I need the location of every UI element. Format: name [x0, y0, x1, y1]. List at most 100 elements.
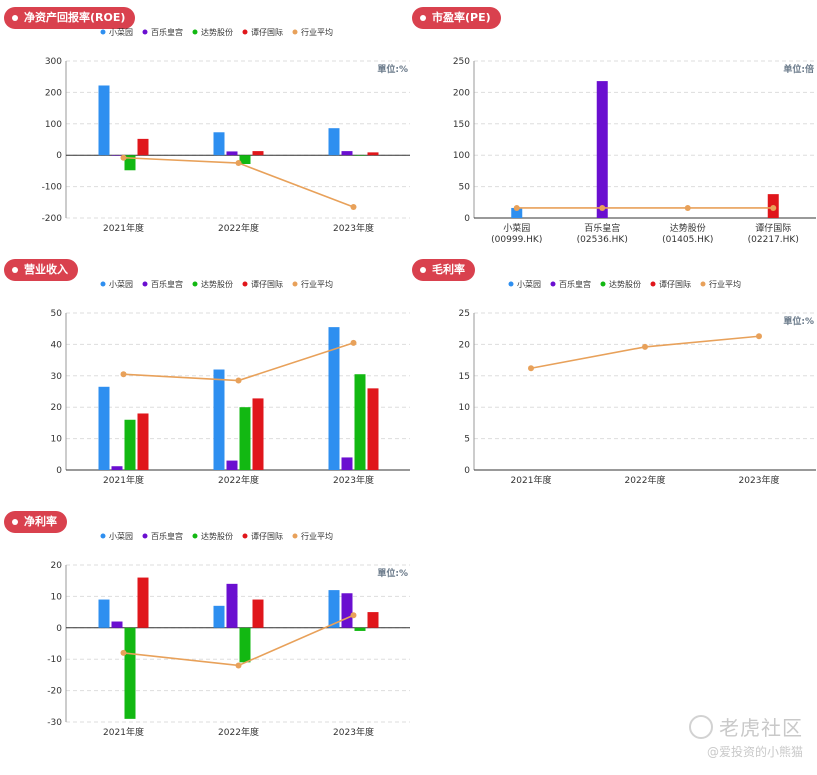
- legend-marker: [192, 533, 198, 539]
- netmargin-title-pill: 净利率: [4, 511, 67, 533]
- legend-label: 百乐皇宫: [151, 279, 183, 289]
- y-tick-label: 0: [464, 466, 470, 476]
- watermark: 老虎社区 @爱投资的小熊猫: [689, 712, 803, 760]
- bar: [341, 151, 353, 156]
- x-tick-label: 谭仔国际: [755, 222, 791, 234]
- legend-marker: [508, 281, 514, 287]
- netmargin-panel: 净利率 20 10 0 -10 -20 -30 單位:% 小菜园 百乐皇宫 达势股份 谭仔国际 行业平…: [0, 504, 410, 775]
- y-tick-label: -30: [47, 718, 62, 728]
- unit-label: 單位:%: [377, 63, 408, 75]
- bar: [98, 85, 110, 156]
- average-point: [235, 377, 242, 384]
- bar: [124, 627, 136, 719]
- netmargin-chart: 20 10 0 -10 -20 -30 單位:% 小菜园 百乐皇宫 达势股份 谭仔国际 行业平均 202…: [47, 531, 410, 738]
- bar: [213, 605, 225, 628]
- y-tick-label: 10: [459, 403, 471, 413]
- x-tick-label: 2021年度: [103, 726, 144, 738]
- pe-title: 市盈率(PE): [432, 11, 491, 24]
- y-tick-label: 50: [51, 309, 63, 319]
- bar: [354, 627, 366, 631]
- bar: [239, 407, 251, 470]
- y-tick-label: 0: [464, 214, 470, 224]
- legend-label: 百乐皇宫: [559, 279, 591, 289]
- roe-title-pill: 净资产回报率(ROE): [4, 7, 136, 29]
- bar: [252, 599, 264, 628]
- legend-label: 达势股份: [609, 279, 641, 289]
- legend-label: 百乐皇宫: [151, 27, 183, 37]
- bar: [111, 466, 123, 470]
- legend-marker: [192, 29, 198, 35]
- bar: [367, 612, 379, 628]
- y-tick-label: 20: [459, 340, 471, 350]
- x-tick-label: (02217.HK): [748, 235, 799, 245]
- average-point: [770, 204, 777, 211]
- bar: [354, 155, 366, 156]
- y-tick-label: 200: [45, 88, 62, 98]
- bar: [511, 207, 523, 218]
- x-tick-label: (01405.HK): [662, 235, 713, 245]
- bar: [341, 457, 353, 470]
- revenue-panel: 营业收入 50 40 30 20 10 0 小菜园 百乐皇宫 达势股份 谭仔国际 行业平均 2021年…: [0, 252, 410, 504]
- legend-label: 谭仔国际: [659, 279, 691, 289]
- bar: [98, 599, 110, 628]
- bullet-icon: [420, 15, 426, 21]
- average-point: [684, 204, 691, 211]
- legend-marker: [550, 281, 556, 287]
- pe-title-pill: 市盈率(PE): [412, 7, 501, 29]
- unit-label: 單位:%: [783, 315, 814, 327]
- netmargin-title: 净利率: [24, 515, 57, 528]
- bar: [596, 81, 608, 218]
- legend-label: 达势股份: [201, 27, 233, 37]
- bar: [98, 386, 110, 470]
- legend-label: 谭仔国际: [251, 531, 283, 541]
- y-tick-label: 40: [51, 340, 63, 350]
- average-point: [350, 612, 357, 619]
- average-point: [756, 333, 762, 340]
- bar: [226, 583, 238, 628]
- pe-panel: 市盈率(PE) 250 200 150 100 50 0 单位:倍 小菜园 (00999.HK)…: [408, 0, 817, 250]
- x-tick-label: 2021年度: [511, 474, 552, 486]
- bar: [137, 138, 149, 156]
- legend-label: 行业平均: [301, 27, 333, 37]
- y-tick-label: 15: [459, 372, 470, 382]
- roe-title: 净资产回报率(ROE): [24, 11, 126, 24]
- y-tick-label: 20: [51, 561, 63, 571]
- legend-marker: [100, 281, 106, 287]
- bar: [226, 151, 238, 156]
- bar: [226, 460, 238, 470]
- y-tick-label: 100: [45, 120, 62, 130]
- bar: [124, 155, 136, 171]
- average-line: [123, 342, 354, 382]
- average-point: [513, 204, 520, 211]
- x-tick-label: (02536.HK): [577, 235, 628, 245]
- bar: [137, 413, 149, 470]
- bar: [111, 155, 123, 156]
- bar: [341, 593, 353, 628]
- x-tick-label: 达势股份: [670, 222, 706, 234]
- y-tick-label: 25: [459, 309, 470, 319]
- bar: [213, 132, 225, 156]
- y-tick-label: 100: [453, 151, 470, 161]
- gross-title: 毛利率: [432, 263, 465, 276]
- y-tick-label: 10: [51, 592, 63, 602]
- y-tick-label: 150: [453, 120, 470, 130]
- legend-label: 行业平均: [301, 531, 333, 541]
- legend-marker: [242, 533, 248, 539]
- y-tick-label: 10: [51, 435, 63, 445]
- legend-label: 达势股份: [201, 279, 233, 289]
- x-tick-label: 2022年度: [218, 474, 259, 486]
- y-tick-label: 0: [56, 466, 62, 476]
- y-tick-label: 0: [56, 624, 62, 634]
- average-point: [235, 160, 242, 167]
- legend-label: 小菜园: [109, 279, 133, 289]
- average-point: [235, 662, 242, 669]
- average-point: [528, 365, 534, 372]
- bullet-icon: [12, 15, 18, 21]
- average-point: [120, 649, 127, 656]
- average-line: [123, 614, 354, 667]
- x-tick-label: 2023年度: [333, 726, 374, 738]
- unit-label: 单位:倍: [783, 63, 814, 75]
- bar: [328, 128, 340, 156]
- legend-label: 小菜园: [517, 279, 541, 289]
